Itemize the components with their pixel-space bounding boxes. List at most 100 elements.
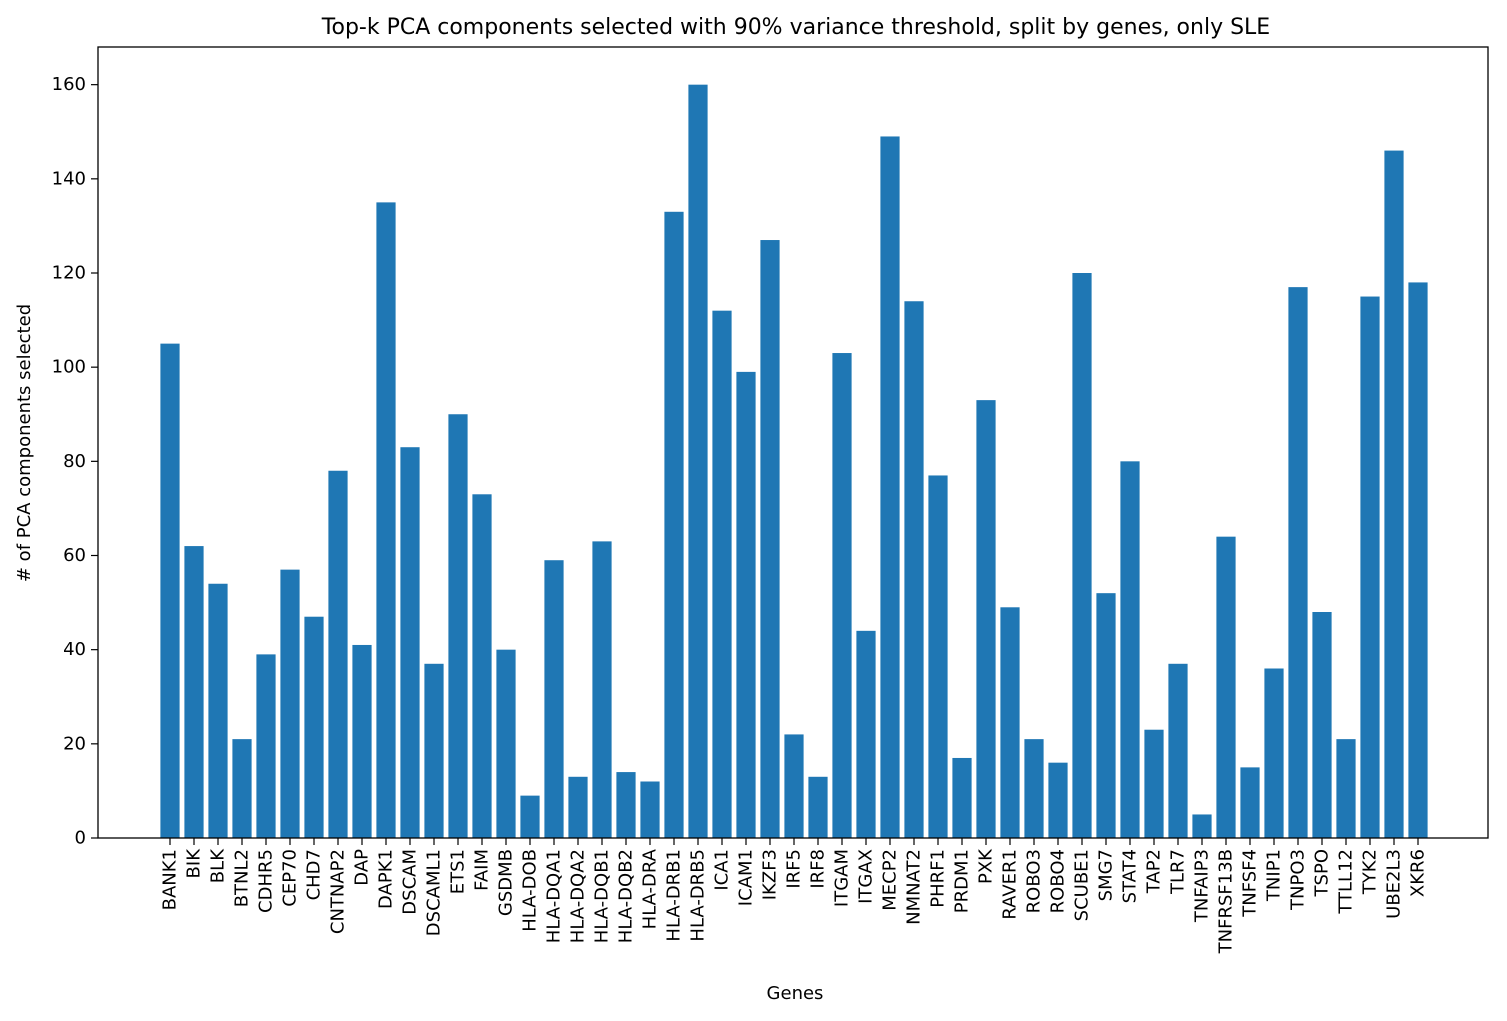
x-tick-label: CNTNAP2	[328, 849, 349, 934]
x-tick-label: CDHR5	[256, 849, 277, 913]
x-tick-label: TAP2	[1144, 849, 1165, 894]
x-tick-label: TNFRSF13B	[1216, 849, 1237, 954]
x-tick-label: DAPK1	[376, 849, 397, 909]
y-axis: 0 20 40 60 80 100 120 140 160	[52, 74, 98, 849]
bar-tspo	[1312, 612, 1332, 838]
x-tick-label: IRF8	[808, 849, 829, 889]
x-tick-label: TNIP1	[1264, 849, 1285, 902]
bar-tnpo3	[1288, 287, 1308, 839]
y-tick-label: 100	[52, 357, 86, 378]
bar-smg7	[1096, 593, 1116, 838]
x-tick-label: IKZF3	[760, 849, 781, 900]
bar-xkr6	[1408, 282, 1428, 838]
x-tick-label: ITGAM	[832, 849, 853, 907]
x-tick-label: HLA-DOB	[520, 849, 541, 932]
x-tick-label: STAT4	[1120, 849, 1141, 903]
x-tick-label: GSDMB	[496, 849, 517, 916]
bar-raver1	[1000, 607, 1020, 838]
y-tick-label: 0	[75, 828, 86, 849]
x-tick-label: PRDM1	[952, 849, 973, 913]
bar-cep70	[280, 569, 300, 839]
bar-phrf1	[928, 475, 948, 838]
bar-btnl2	[232, 739, 252, 839]
x-tick-label: HLA-DQB2	[616, 849, 637, 943]
bar-icam1	[736, 371, 756, 839]
bar-itgax	[856, 630, 876, 838]
x-tick-label: ICA1	[712, 849, 733, 891]
y-tick-label: 120	[52, 263, 86, 284]
x-tick-label: XKR6	[1408, 849, 1429, 897]
bar-ica1	[712, 310, 732, 838]
y-tick-label: 160	[52, 74, 86, 95]
x-tick-label: SMG7	[1096, 849, 1117, 901]
x-tick-label: TYK2	[1360, 849, 1381, 895]
bar-ube2l3	[1384, 150, 1404, 838]
bar-chd7	[304, 616, 324, 838]
y-tick-label: 60	[63, 545, 86, 566]
bar-irf8	[808, 776, 828, 838]
bar-tyk2	[1360, 296, 1380, 838]
plot-frame	[97, 46, 1489, 839]
bar-hla-dob	[520, 795, 540, 839]
bar-bik	[184, 546, 204, 838]
bar-ets1	[448, 414, 468, 838]
bar-hla-dqa1	[544, 560, 564, 838]
x-tick-label: BTNL2	[232, 849, 253, 907]
bar-nmnat2	[904, 301, 924, 838]
x-tick-label: SCUBE1	[1072, 849, 1093, 921]
bar-cntnap2	[328, 470, 348, 838]
x-tick-label: TNFSF4	[1240, 849, 1261, 918]
x-tick-label: PHRF1	[928, 849, 949, 908]
bar-tnfsf4	[1240, 767, 1260, 839]
x-tick-label: IRF5	[784, 849, 805, 889]
bar-robo3	[1024, 739, 1044, 839]
bar-pxk	[976, 400, 996, 839]
bar-hla-dqb1	[592, 541, 612, 839]
bar-hla-drb5	[688, 84, 708, 839]
bar-tnfaip3	[1192, 814, 1212, 838]
x-tick-label: ROBO4	[1048, 849, 1069, 913]
x-tick-label: HLA-DQA2	[568, 849, 589, 943]
x-tick-label: HLA-DQA1	[544, 849, 565, 943]
x-tick-label: HLA-DRB1	[664, 849, 685, 942]
bar-hla-dra	[640, 781, 660, 838]
x-tick-label: MECP2	[880, 849, 901, 911]
bar-stat4	[1120, 461, 1140, 838]
x-tick-label: HLA-DRA	[640, 848, 661, 929]
y-tick-label: 80	[63, 451, 86, 472]
x-axis: BANK1 BIK BLK BTNL2 CDHR5 CEP70 CHD7 CNTNAP2 DAP…	[160, 838, 1429, 954]
bar-prdm1	[952, 757, 972, 838]
bar-dscam	[400, 447, 420, 838]
bar-itgam	[832, 353, 852, 838]
x-tick-label: TNFAIP3	[1192, 849, 1213, 923]
bar-ikzf3	[760, 240, 780, 839]
bar-cdhr5	[256, 654, 276, 839]
x-tick-label: ICAM1	[736, 849, 757, 906]
y-tick-label: 140	[52, 168, 86, 189]
bar-hla-dqb2	[616, 772, 636, 838]
x-tick-label: TSPO	[1312, 849, 1333, 897]
bar-ttll12	[1336, 739, 1356, 839]
x-tick-label: ITGAX	[856, 849, 877, 904]
bar-faim	[472, 494, 492, 838]
x-tick-label: TLR7	[1168, 849, 1189, 895]
x-tick-label: BIK	[184, 848, 205, 879]
bar-dscaml1	[424, 663, 444, 838]
x-axis-label: Genes	[767, 983, 824, 1004]
x-tick-label: DSCAM	[400, 849, 421, 915]
bar-blk	[208, 583, 228, 838]
x-tick-label: NMNAT2	[904, 849, 925, 925]
y-tick-label: 40	[63, 639, 86, 660]
bars-layer	[160, 84, 1428, 839]
x-tick-label: HLA-DRB5	[688, 849, 709, 942]
x-tick-label: BANK1	[160, 849, 181, 910]
x-tick-label: ETS1	[448, 849, 469, 894]
x-tick-label: BLK	[208, 848, 229, 883]
y-axis-label: # of PCA components selected	[14, 304, 35, 582]
y-tick-label: 20	[63, 733, 86, 754]
bar-tnip1	[1264, 668, 1284, 838]
bar-dapk1	[376, 202, 396, 839]
bar-tap2	[1144, 729, 1164, 838]
